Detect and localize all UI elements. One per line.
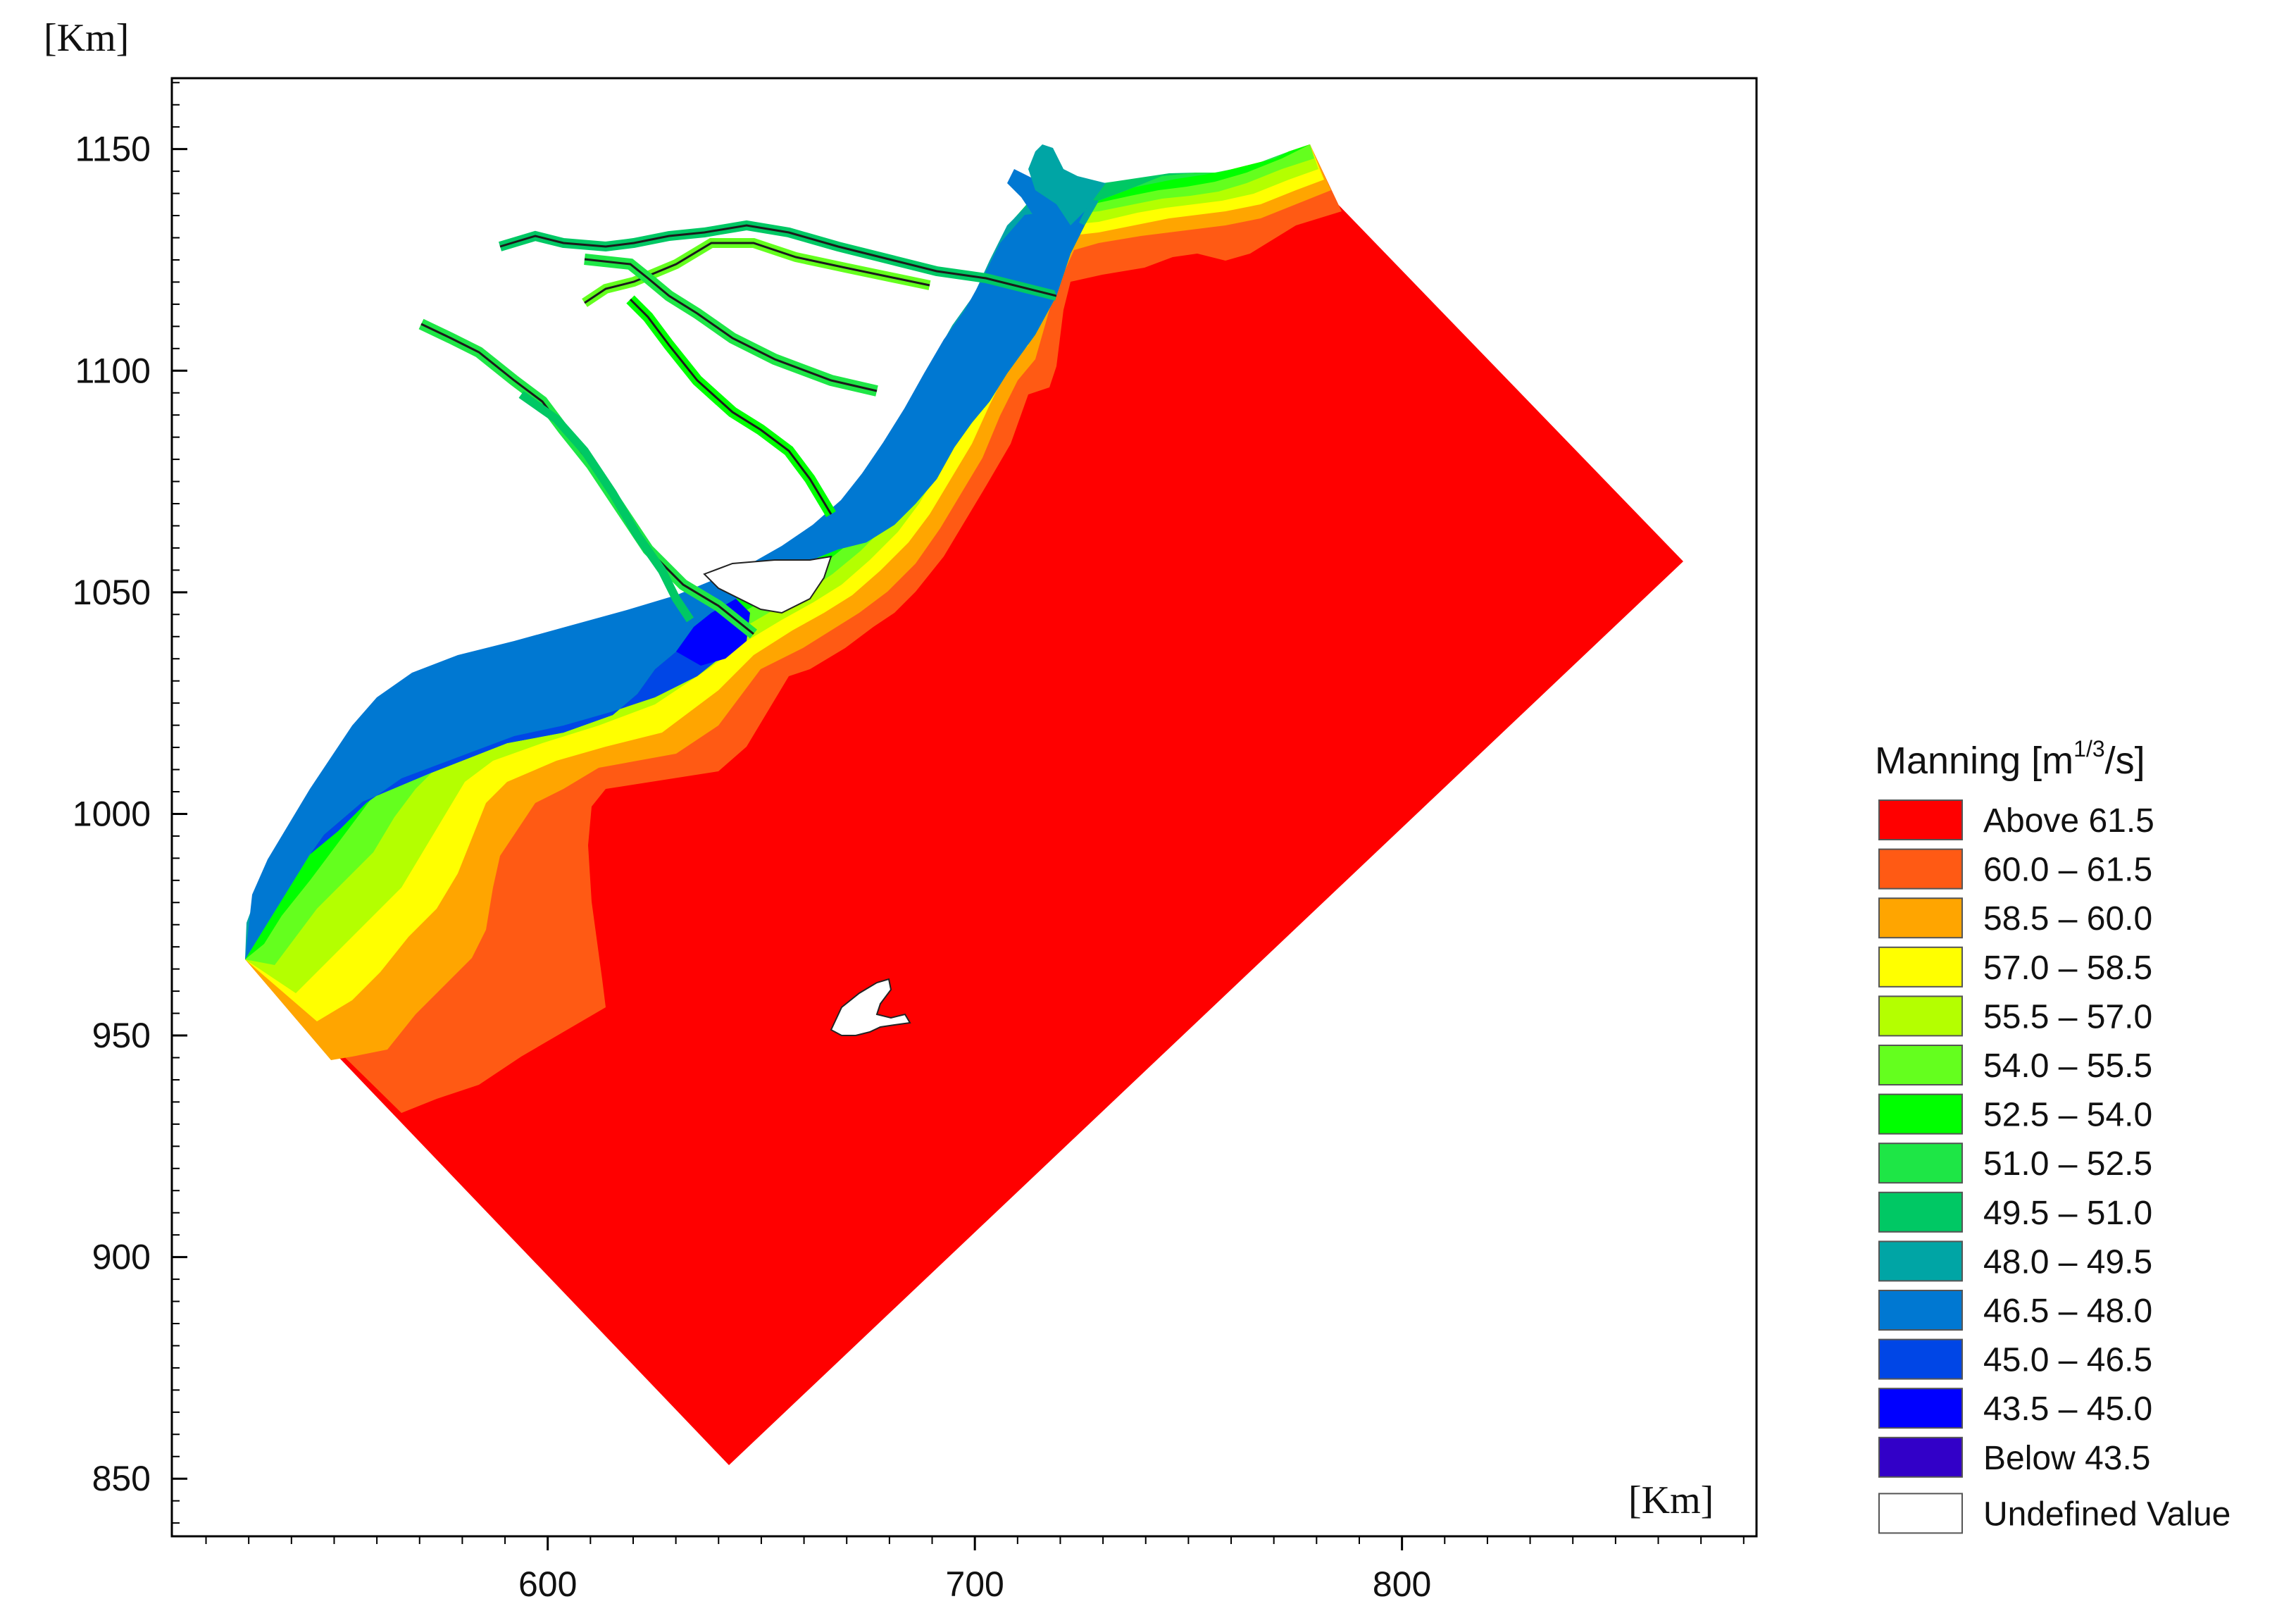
y-axis: 1150 1100 1050 1000 950 900 850 — [73, 82, 187, 1524]
y-axis-unit: [Km] — [44, 16, 129, 60]
y-tick-label: 850 — [92, 1459, 151, 1498]
legend-title: Manning [m1/3/s] — [1875, 736, 2145, 782]
legend-swatch — [1878, 1191, 1963, 1233]
zone-55-5-57-0 — [245, 144, 1318, 993]
land-undefined-1 — [703, 555, 832, 614]
delta-channel-lower-edge — [629, 298, 832, 515]
legend-swatch — [1878, 995, 1963, 1037]
x-tick-label: 600 — [518, 1564, 577, 1604]
legend-label: 60.0 – 61.5 — [1983, 852, 2152, 889]
legend-label: 49.5 – 51.0 — [1983, 1195, 2152, 1232]
y-tick-label: 1050 — [73, 573, 151, 612]
legend-label: 48.0 – 49.5 — [1983, 1243, 2152, 1281]
delta-channel-main-edge — [499, 224, 1057, 297]
legend-label: Above 61.5 — [1983, 802, 2154, 840]
x-axis: 600 700 800 — [205, 1536, 1745, 1604]
legend-label: 54.0 – 55.5 — [1983, 1047, 2152, 1085]
legend-swatch — [1878, 848, 1963, 890]
zone-above-61-5 — [245, 144, 1683, 1465]
legend-swatch — [1878, 1388, 1963, 1429]
legend-label: 58.5 – 60.0 — [1983, 900, 2152, 938]
legend-swatch — [1878, 1338, 1963, 1380]
legend-swatch — [1878, 799, 1963, 840]
legend-swatch — [1878, 1093, 1963, 1135]
estuary-mouth-harbor — [1028, 144, 1106, 225]
legend-swatch — [1878, 1045, 1963, 1085]
legend-swatch — [1878, 1436, 1963, 1478]
legend: Manning [m1/3/s] Above 61.5 60.0 – 61.5 58… — [1875, 736, 2231, 1534]
delta-channel-middle-edge — [584, 258, 878, 392]
x-tick-label: 700 — [945, 1564, 1004, 1604]
legend-swatch — [1878, 897, 1963, 939]
legend-label: Below 43.5 — [1983, 1440, 2151, 1477]
legend-swatch — [1878, 946, 1963, 988]
legend-swatch — [1878, 1143, 1963, 1184]
y-tick-label: 950 — [92, 1016, 151, 1055]
legend-label: 57.0 – 58.5 — [1983, 950, 2152, 987]
y-tick-label: 900 — [92, 1238, 151, 1277]
legend-label: 46.5 – 48.0 — [1983, 1293, 2152, 1330]
delta-channel-north-edge — [584, 242, 930, 304]
island-undefined — [830, 978, 911, 1036]
y-tick-label: 1000 — [73, 794, 151, 833]
x-tick-label: 800 — [1373, 1564, 1431, 1604]
delta-channel-west-branch — [518, 391, 694, 623]
legend-swatch — [1878, 1493, 1963, 1534]
domain-map — [245, 144, 1683, 1465]
legend-label: 43.5 – 45.0 — [1983, 1390, 2152, 1428]
legend-swatch — [1878, 1240, 1963, 1282]
legend-label: 51.0 – 52.5 — [1983, 1145, 2152, 1183]
y-tick-label: 1150 — [75, 130, 151, 169]
legend-label: 55.5 – 57.0 — [1983, 998, 2152, 1035]
legend-label: 52.5 – 54.0 — [1983, 1097, 2152, 1134]
x-axis-unit: [Km] — [1628, 1479, 1714, 1522]
legend-swatch — [1878, 1290, 1963, 1331]
legend-label: 45.0 – 46.5 — [1983, 1342, 2152, 1379]
y-tick-label: 1100 — [75, 351, 151, 390]
legend-label: Undefined Value — [1983, 1495, 2231, 1533]
